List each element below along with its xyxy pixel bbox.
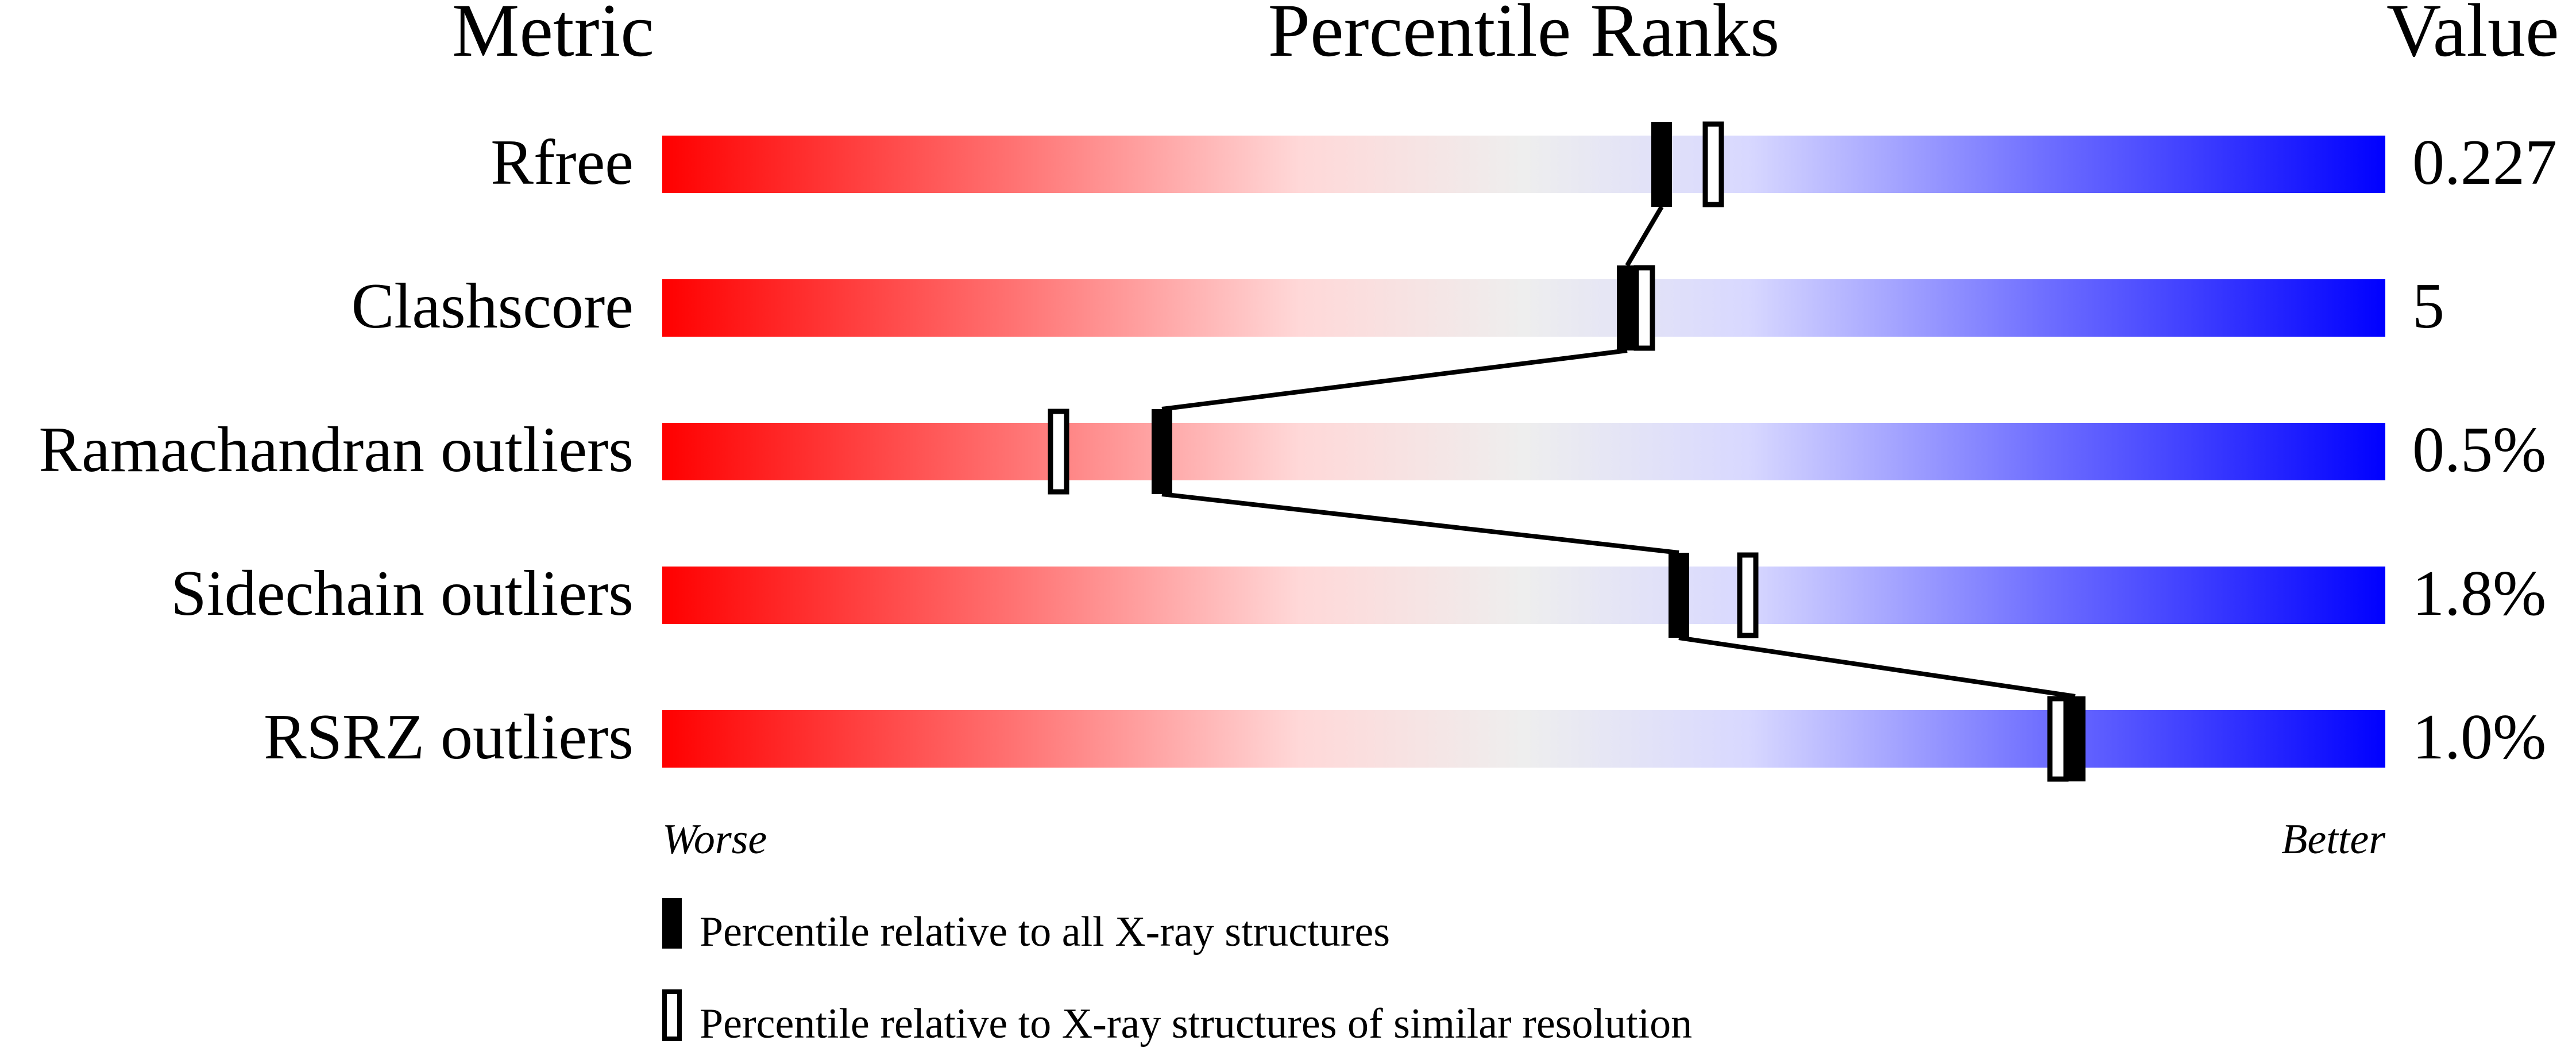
legend-label-all: Percentile relative to all X-ray structu… xyxy=(700,908,1390,955)
metric-label: Ramachandran outliers xyxy=(38,414,634,486)
marker-all-structures xyxy=(1651,122,1672,207)
legend: Percentile relative to all X-ray structu… xyxy=(662,898,1692,1047)
metric-row: RSRZ outliers 1.0% xyxy=(264,702,2546,773)
metric-label: Clashscore xyxy=(352,271,634,342)
marker-all-structures xyxy=(2065,696,2085,781)
connector-line xyxy=(1625,205,1664,267)
percentile-gradient-bar xyxy=(662,423,2385,480)
percentile-markers xyxy=(1048,121,2085,782)
marker-all-structures xyxy=(1669,553,1689,638)
marker-similar-resolution xyxy=(1702,121,1724,207)
connector-line xyxy=(1161,348,1628,411)
percentile-gradient-bar xyxy=(662,567,2385,624)
metric-row: Sidechain outliers 1.8% xyxy=(171,558,2546,629)
header-metric: Metric xyxy=(452,0,654,72)
marker-all-structures xyxy=(1617,265,1637,350)
percentile-gradient-bar xyxy=(662,136,2385,193)
percentile-gradient-bar xyxy=(662,279,2385,337)
header-percentile-ranks: Percentile Ranks xyxy=(1268,0,1780,72)
metric-value: 1.0% xyxy=(2412,702,2546,773)
connector-lines xyxy=(1161,205,2076,699)
metric-row: Clashscore 5 xyxy=(352,271,2444,342)
metric-label: Sidechain outliers xyxy=(171,558,634,629)
metric-label: RSRZ outliers xyxy=(264,702,634,773)
axis-label-better: Better xyxy=(2281,816,2386,863)
legend-label-similar: Percentile relative to X-ray structures … xyxy=(700,1000,1692,1047)
header-value: Value xyxy=(2386,0,2559,72)
marker-similar-resolution xyxy=(2047,696,2069,782)
axis-label-worse: Worse xyxy=(662,816,767,863)
metric-value: 0.5% xyxy=(2412,414,2546,486)
metric-value: 0.227 xyxy=(2412,127,2557,198)
metric-label: Rfree xyxy=(491,127,634,198)
legend-open-marker-icon xyxy=(662,989,682,1041)
marker-similar-resolution xyxy=(1737,552,1759,638)
metric-row: Rfree 0.227 xyxy=(491,127,2557,198)
metric-row: Ramachandran outliers 0.5% xyxy=(38,414,2546,486)
metric-value: 5 xyxy=(2412,271,2444,342)
connector-line xyxy=(1678,635,2076,699)
marker-all-structures xyxy=(1152,409,1172,494)
marker-similar-resolution xyxy=(1633,265,1655,351)
metric-rows: Rfree 0.227 Clashscore 5 Ramachandran outlie… xyxy=(38,127,2557,773)
metric-value: 1.8% xyxy=(2412,558,2546,629)
connector-line xyxy=(1161,492,1679,555)
percentile-gradient-bar xyxy=(662,710,2385,768)
marker-similar-resolution xyxy=(1048,409,1069,495)
legend-filled-marker-icon xyxy=(662,898,682,949)
